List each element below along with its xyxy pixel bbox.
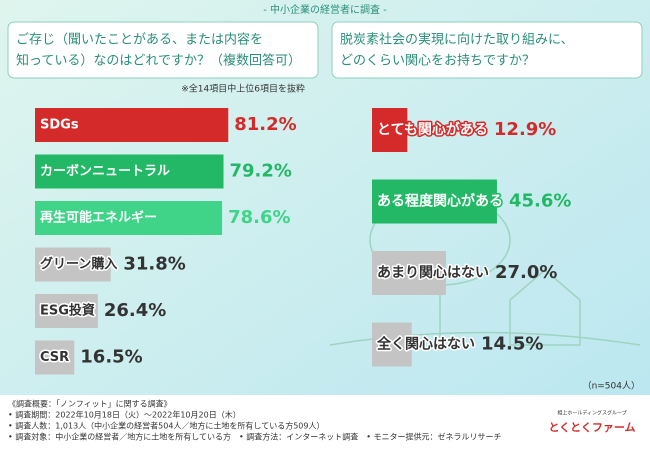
footer-line: 《調査概要：「ノンフィット」に関する調査》 [8, 399, 172, 409]
value-label: 16.5% [80, 347, 142, 368]
category-label: 全く関心はない [376, 336, 475, 353]
bar [35, 340, 75, 375]
category-label: とても関心がある [377, 121, 488, 138]
logo-name: とくとくファーム [548, 421, 635, 434]
category-label: ESG投資 [40, 303, 95, 319]
category-label: 再生可能エネルギー [40, 210, 157, 226]
question: どのくらい関心をお持ちですか？ [340, 54, 535, 69]
value-label: 26.4% [104, 300, 166, 321]
footer-line: • 調査期間：2022年10月18日（火）～2022年10月20日（木） [8, 410, 241, 420]
category-label: グリーン購入 [40, 256, 117, 272]
value-label: 27.0% [495, 262, 557, 283]
bar [35, 247, 111, 282]
question: 知っている）なのはどれですか？（複数回答可） [16, 53, 301, 69]
bar [372, 251, 446, 295]
value-label: 31.8% [123, 254, 185, 275]
bar [35, 201, 223, 235]
value-label: 81.2% [234, 114, 296, 135]
header: - 中小企業の経営者に調査 - [263, 3, 387, 16]
question: 脱炭素社会の実現に向けた取り組みに、 [340, 32, 574, 48]
bar [372, 179, 497, 224]
category-label: SDGs [40, 118, 79, 133]
bar [372, 322, 412, 367]
category-label: カーボンニュートラル [40, 163, 170, 179]
footer-panel [0, 395, 650, 450]
footer-line: • 調査対象：中小企業の経営者／地方に土地を所有している方 • 調査方法：インタ… [8, 432, 502, 442]
value-label: 14.5% [481, 334, 543, 355]
bar [35, 294, 98, 328]
question-box [331, 21, 643, 79]
value-label: 79.2% [229, 161, 291, 182]
bar [372, 108, 408, 152]
question: ご存じ（聞いたことがある、または内容を [16, 32, 263, 48]
category-label: ある程度関心がある [377, 193, 503, 210]
note: ※全14項目中上位6項目を抜粋 [181, 83, 305, 95]
value-label: 78.6% [228, 207, 290, 228]
bar [35, 108, 229, 142]
sample-size: （n=504人） [583, 381, 640, 392]
footer-line: • 調査人数：1,013人（中小企業の経営者504人／地方に土地を所有している方… [8, 421, 324, 431]
logo-group: 相上ホールディングスグループ [557, 410, 626, 417]
value-label: 45.6% [509, 191, 571, 212]
category-label: CSR [40, 350, 69, 365]
question-box [7, 21, 319, 79]
category-label: あまり関心はない [377, 265, 489, 281]
value-label: 12.9% [494, 119, 556, 140]
bar [35, 154, 224, 189]
